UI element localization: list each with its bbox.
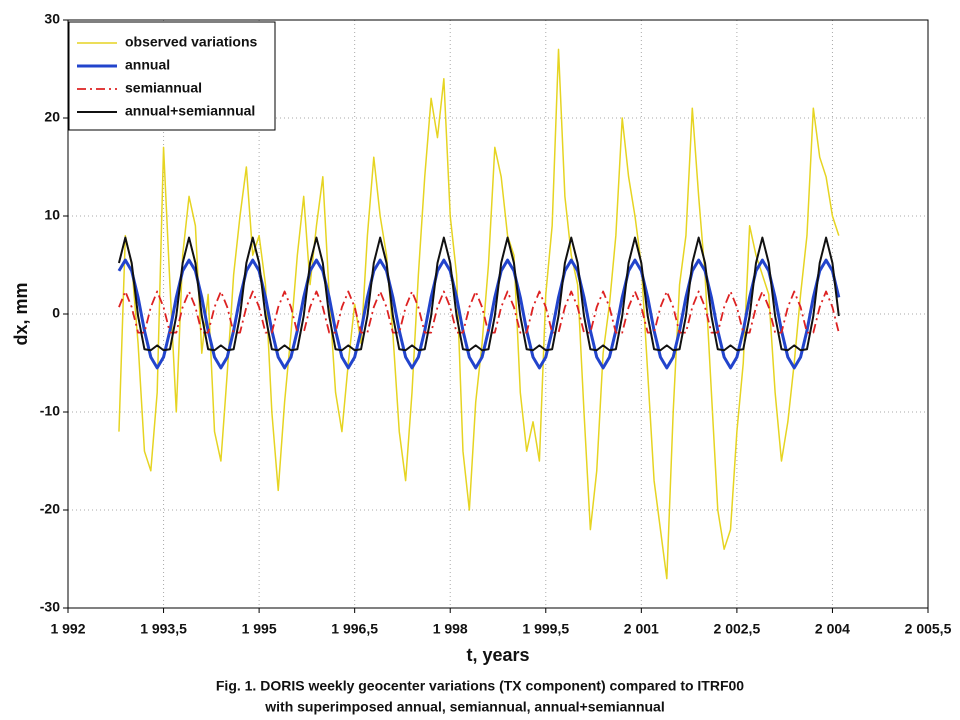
legend-label: semiannual [125,80,202,96]
caption-line: with superimposed annual, semiannual, an… [264,699,665,715]
x-tick-label: 1 993,5 [140,621,187,637]
x-tick-label: 2 004 [815,621,850,637]
caption-line: Fig. 1. DORIS weekly geocenter variation… [216,678,744,694]
y-tick-label: -10 [40,403,60,419]
y-tick-label: 10 [44,207,60,223]
legend-label: observed variations [125,34,257,50]
x-tick-label: 1 995 [242,621,277,637]
y-tick-label: 20 [44,109,60,125]
series-line [117,258,841,370]
x-tick-label: 1 992 [50,621,85,637]
legend-label: annual [125,57,170,73]
y-tick-label: -30 [40,599,60,615]
y-tick-label: 0 [52,305,60,321]
series-line [118,290,840,334]
x-tick-label: 1 998 [433,621,468,637]
x-tick-label: 2 002,5 [714,621,761,637]
series-line [118,48,840,580]
legend-label: annual+semiannual [125,103,255,119]
x-axis-label: t, years [466,645,529,665]
x-tick-label: 2 005,5 [905,621,952,637]
y-axis-label: dx, mm [11,282,31,345]
plot-frame [67,19,929,609]
x-tick-label: 2 001 [624,621,659,637]
x-tick-label: 1 999,5 [522,621,569,637]
y-tick-label: 30 [44,11,60,27]
x-tick-label: 1 996,5 [331,621,378,637]
series-line [117,236,840,352]
y-tick-label: -20 [40,501,60,517]
